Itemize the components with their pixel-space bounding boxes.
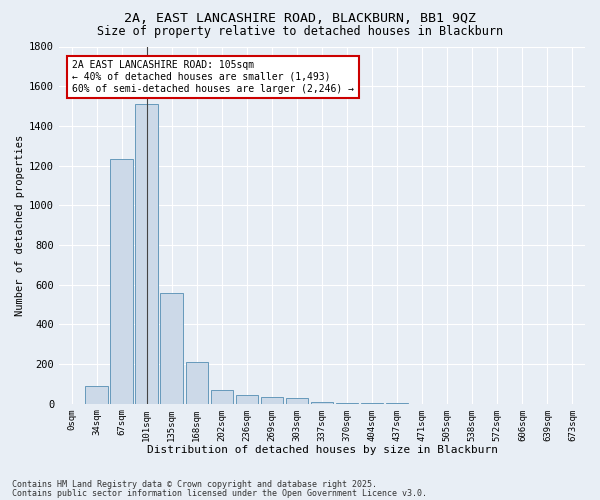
Bar — [185, 362, 208, 404]
Bar — [136, 104, 158, 404]
Bar — [311, 402, 333, 404]
X-axis label: Distribution of detached houses by size in Blackburn: Distribution of detached houses by size … — [146, 445, 497, 455]
Bar — [286, 398, 308, 404]
Bar — [260, 397, 283, 404]
Bar — [211, 390, 233, 404]
Bar — [361, 403, 383, 404]
Y-axis label: Number of detached properties: Number of detached properties — [15, 134, 25, 316]
Text: 2A EAST LANCASHIRE ROAD: 105sqm
← 40% of detached houses are smaller (1,493)
60%: 2A EAST LANCASHIRE ROAD: 105sqm ← 40% of… — [72, 60, 354, 94]
Bar — [160, 292, 183, 404]
Text: Contains public sector information licensed under the Open Government Licence v3: Contains public sector information licen… — [12, 488, 427, 498]
Bar — [110, 158, 133, 404]
Bar — [85, 386, 108, 404]
Text: 2A, EAST LANCASHIRE ROAD, BLACKBURN, BB1 9QZ: 2A, EAST LANCASHIRE ROAD, BLACKBURN, BB1… — [124, 12, 476, 26]
Bar — [236, 394, 258, 404]
Bar — [336, 402, 358, 404]
Text: Size of property relative to detached houses in Blackburn: Size of property relative to detached ho… — [97, 25, 503, 38]
Text: Contains HM Land Registry data © Crown copyright and database right 2025.: Contains HM Land Registry data © Crown c… — [12, 480, 377, 489]
